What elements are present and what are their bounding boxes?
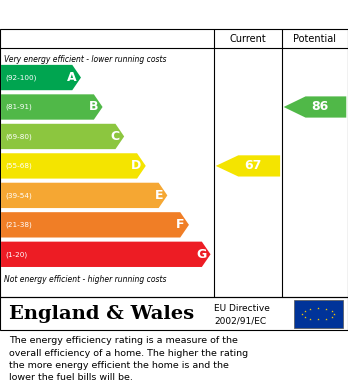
Text: Current: Current xyxy=(230,34,266,44)
Polygon shape xyxy=(1,153,146,179)
Text: EU Directive: EU Directive xyxy=(214,304,270,313)
Text: (92-100): (92-100) xyxy=(5,74,37,81)
Text: 67: 67 xyxy=(245,160,262,172)
Text: England & Wales: England & Wales xyxy=(9,305,194,323)
Bar xyxy=(294,300,343,328)
Polygon shape xyxy=(1,124,124,149)
Polygon shape xyxy=(1,242,211,267)
Polygon shape xyxy=(284,97,346,118)
Text: (21-38): (21-38) xyxy=(5,222,32,228)
Text: B: B xyxy=(89,100,98,113)
Polygon shape xyxy=(1,183,167,208)
Text: 2002/91/EC: 2002/91/EC xyxy=(214,317,266,326)
Text: D: D xyxy=(131,160,142,172)
Text: The energy efficiency rating is a measure of the
overall efficiency of a home. T: The energy efficiency rating is a measur… xyxy=(9,336,248,382)
Text: F: F xyxy=(176,218,185,231)
Text: Not energy efficient - higher running costs: Not energy efficient - higher running co… xyxy=(4,275,167,284)
Text: E: E xyxy=(155,189,163,202)
Text: (39-54): (39-54) xyxy=(5,192,32,199)
Text: 86: 86 xyxy=(311,100,329,113)
Polygon shape xyxy=(1,212,189,237)
Text: Energy Efficiency Rating: Energy Efficiency Rating xyxy=(9,7,219,22)
Text: Potential: Potential xyxy=(293,34,337,44)
Polygon shape xyxy=(216,155,280,176)
Text: Very energy efficient - lower running costs: Very energy efficient - lower running co… xyxy=(4,55,167,64)
Text: A: A xyxy=(67,71,77,84)
Text: (1-20): (1-20) xyxy=(5,251,27,258)
Text: (55-68): (55-68) xyxy=(5,163,32,169)
Text: (81-91): (81-91) xyxy=(5,104,32,110)
Text: (69-80): (69-80) xyxy=(5,133,32,140)
Text: G: G xyxy=(196,248,206,261)
Polygon shape xyxy=(1,94,103,120)
Text: C: C xyxy=(111,130,120,143)
Polygon shape xyxy=(1,65,81,90)
